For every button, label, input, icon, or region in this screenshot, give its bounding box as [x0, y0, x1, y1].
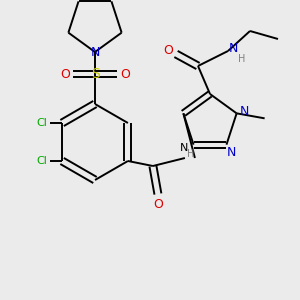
Text: O: O: [153, 197, 163, 211]
Text: N: N: [240, 105, 249, 118]
Text: S: S: [91, 67, 99, 81]
Text: N: N: [180, 143, 188, 153]
Text: H: H: [187, 149, 195, 159]
Text: Cl: Cl: [37, 156, 47, 166]
Text: N: N: [227, 146, 236, 159]
Text: O: O: [60, 68, 70, 80]
Text: N: N: [90, 46, 100, 59]
Text: O: O: [120, 68, 130, 80]
Text: N: N: [228, 41, 238, 55]
Text: Cl: Cl: [37, 118, 47, 128]
Text: O: O: [163, 44, 173, 56]
Text: H: H: [238, 54, 246, 64]
